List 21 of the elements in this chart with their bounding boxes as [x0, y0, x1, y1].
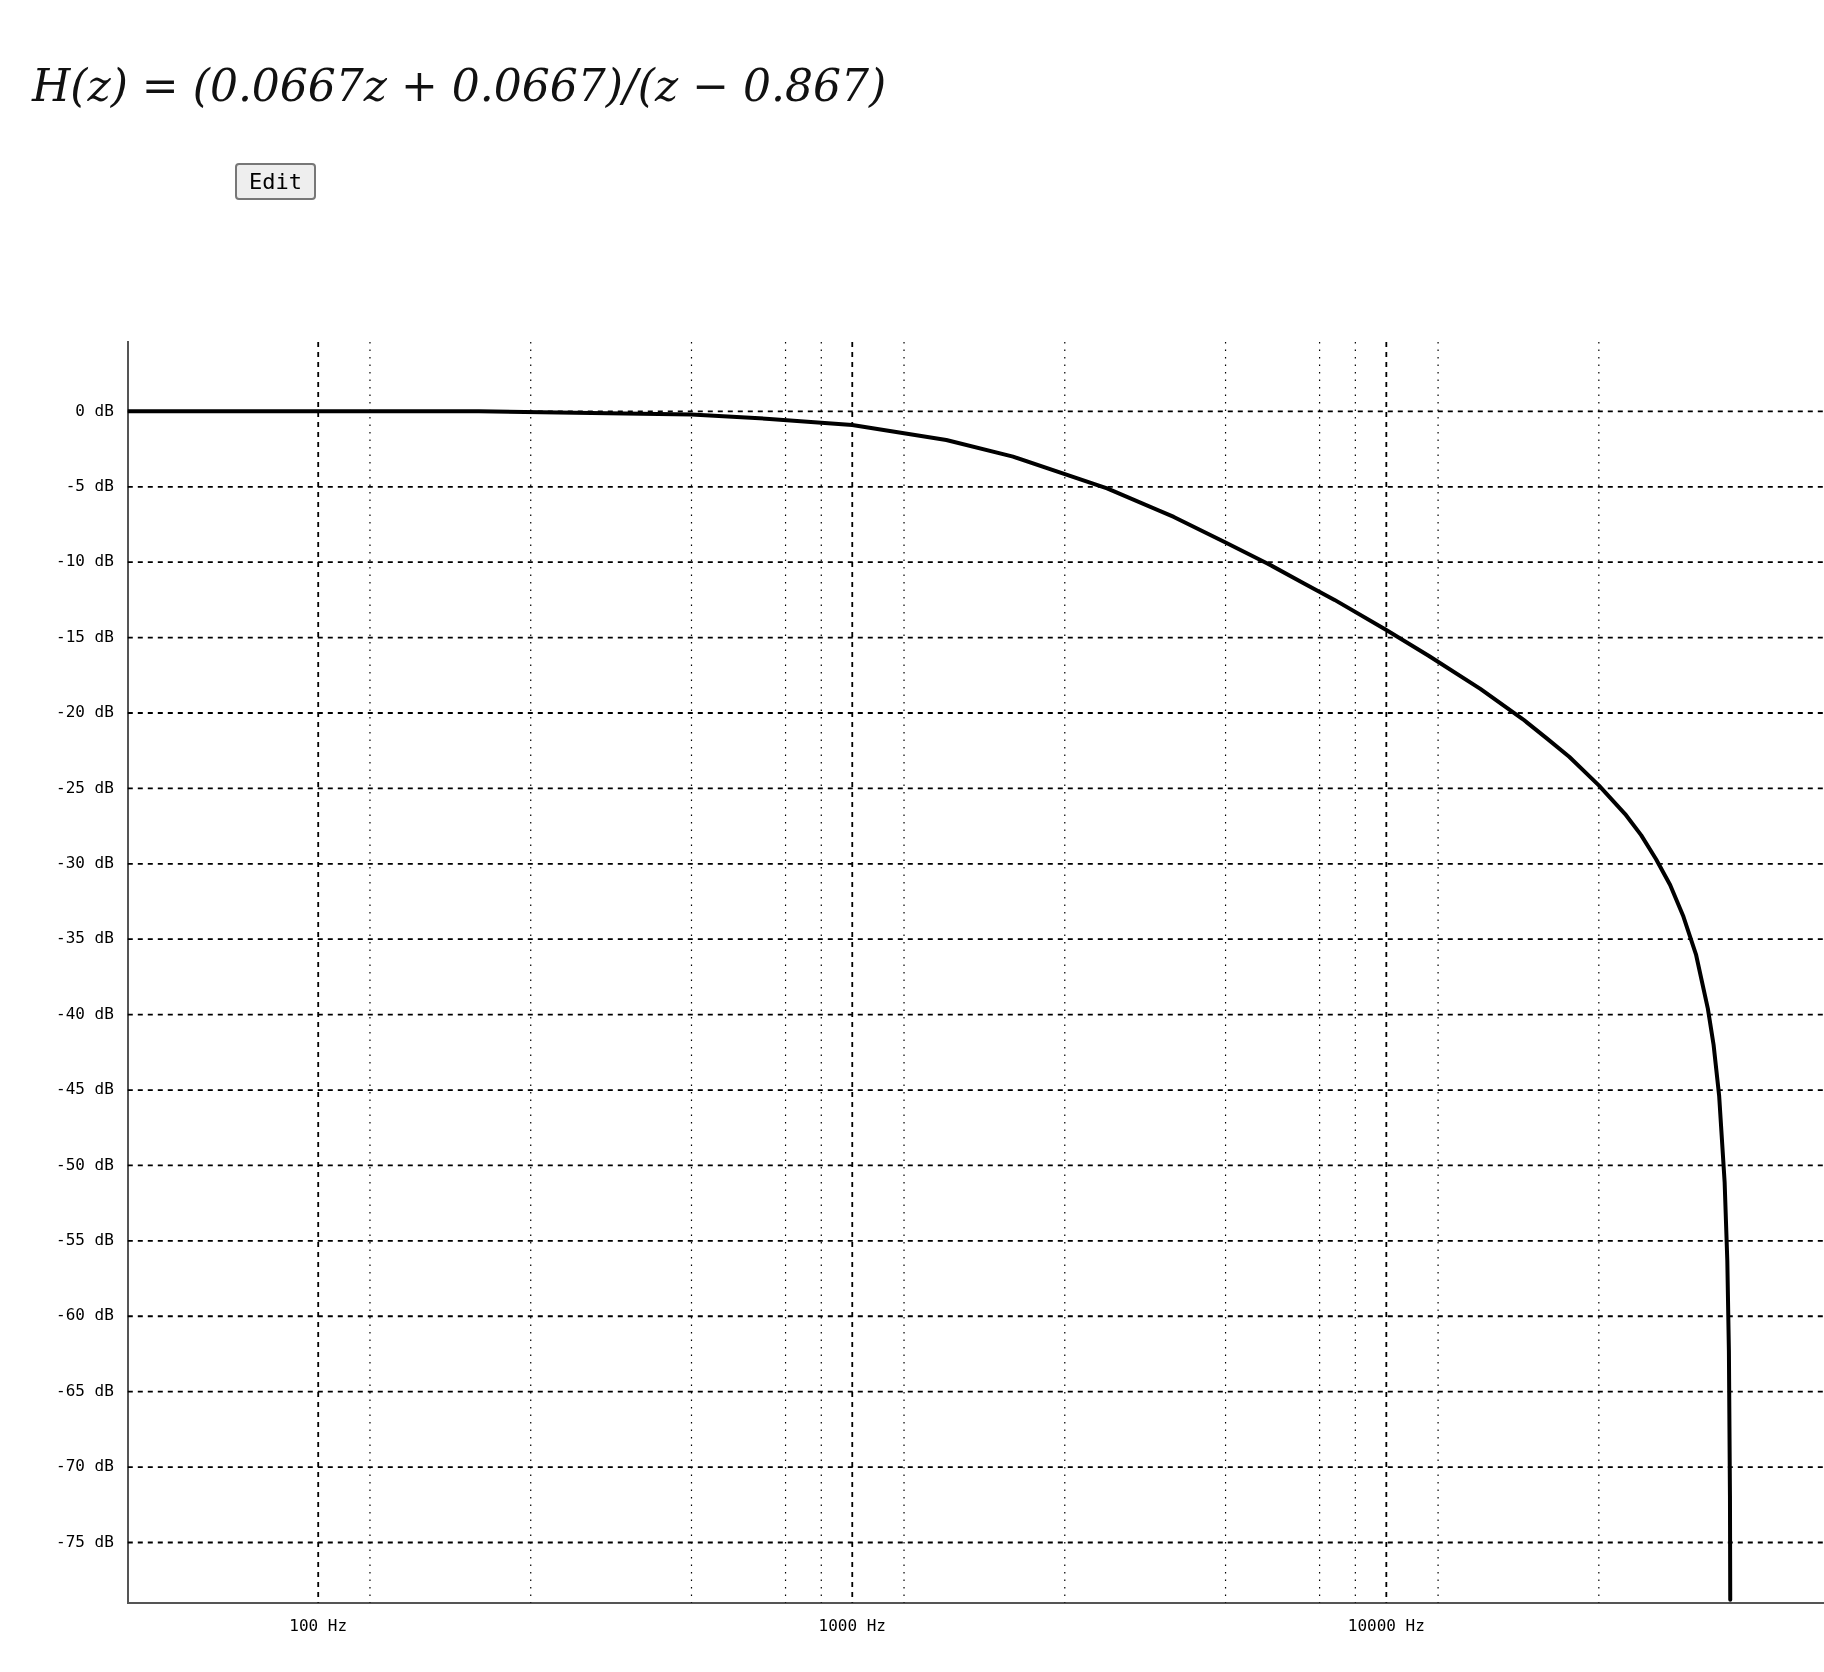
- chart-title: H(z) = (0.0667z + 0.0667)/(z − 0.867): [32, 60, 887, 111]
- y-tick-label: -10 dB: [56, 551, 114, 571]
- y-tick-label: -75 dB: [56, 1531, 114, 1551]
- y-tick-label: -50 dB: [56, 1154, 114, 1174]
- y-tick-label: -20 dB: [56, 702, 114, 722]
- y-tick-label: -25 dB: [56, 777, 114, 797]
- y-tick-label: -60 dB: [56, 1305, 114, 1325]
- y-tick-label: -45 dB: [56, 1079, 114, 1099]
- x-tick-label: 10000 Hz: [1347, 1615, 1425, 1635]
- y-tick-label: -35 dB: [56, 928, 114, 948]
- y-tick-label: -40 dB: [56, 1003, 114, 1023]
- y-tick-label: 0 dB: [75, 400, 114, 420]
- y-tick-label: -5 dB: [65, 475, 114, 495]
- x-tick-label: 100 Hz: [289, 1615, 348, 1635]
- y-tick-label: -65 dB: [56, 1380, 114, 1400]
- y-tick-label: -70 dB: [56, 1456, 114, 1476]
- y-tick-label: -15 dB: [56, 626, 114, 646]
- y-tick-label: -30 dB: [56, 852, 114, 872]
- x-tick-label: 1000 Hz: [818, 1615, 886, 1635]
- text: Edit: [235, 163, 316, 200]
- y-tick-label: -55 dB: [56, 1230, 114, 1249]
